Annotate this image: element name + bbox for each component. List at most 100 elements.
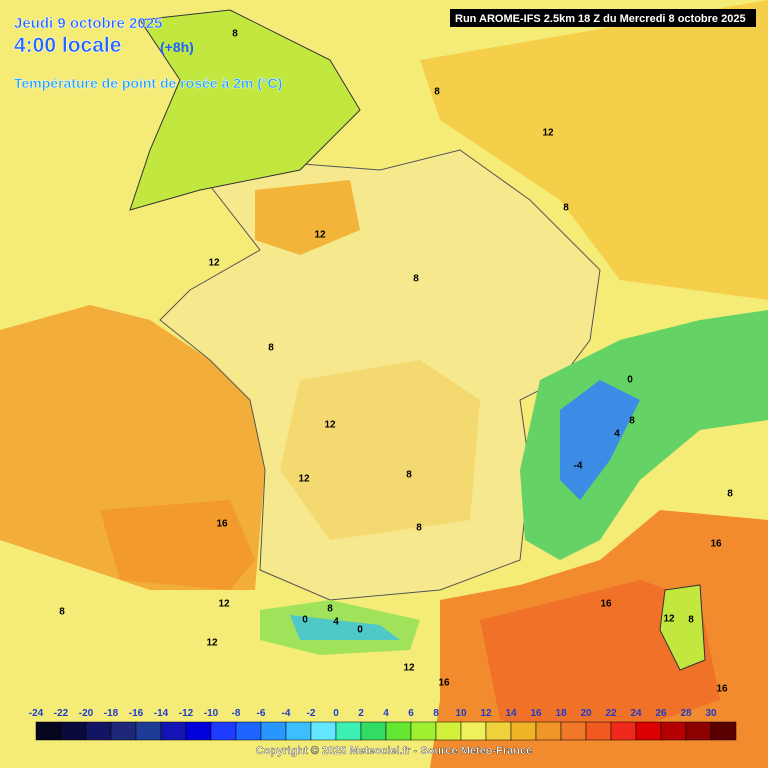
colorbar-swatch <box>85 721 112 741</box>
colorbar-swatch <box>335 721 362 741</box>
colorbar-tick: 24 <box>630 708 642 719</box>
atlantic-warmer <box>100 500 255 590</box>
contour-label: 8 <box>563 203 569 214</box>
contour-label: 16 <box>216 519 228 530</box>
colorbar-swatch <box>635 721 662 741</box>
contour-label: 8 <box>629 416 635 427</box>
contour-label: 12 <box>218 599 230 610</box>
contour-label: 12 <box>208 258 220 269</box>
contour-label: 0 <box>302 615 308 626</box>
contour-label: 0 <box>627 375 633 386</box>
france-center <box>280 360 480 540</box>
colorbar-tick: 20 <box>580 708 592 719</box>
colorbar-swatch <box>660 721 687 741</box>
colorbar-tick: 4 <box>383 708 389 719</box>
colorbar-tick: -12 <box>179 708 194 719</box>
colorbar-swatch <box>285 721 312 741</box>
colorbar-swatch <box>410 721 437 741</box>
contour-label: 8 <box>59 607 65 618</box>
colorbar-tick: -16 <box>129 708 144 719</box>
colorbar-swatch <box>110 721 137 741</box>
colorbar-tick: 2 <box>358 708 364 719</box>
colorbar-swatch <box>35 721 62 741</box>
contour-label: 16 <box>438 678 450 689</box>
colorbar-tick: 6 <box>408 708 414 719</box>
colorbar-tick: -18 <box>104 708 119 719</box>
colorbar-swatch <box>260 721 287 741</box>
contour-label: 8 <box>727 489 733 500</box>
alps <box>520 310 768 560</box>
copyright: Copyright © 2025 Meteociel.fr - Source M… <box>256 745 532 757</box>
contour-label: 12 <box>403 663 415 674</box>
contour-label: 8 <box>416 523 422 534</box>
contour-label: 16 <box>716 684 728 695</box>
contour-label: 12 <box>542 128 554 139</box>
contour-label: 8 <box>434 87 440 98</box>
mediterranean-hot <box>480 580 720 740</box>
colorbar-tick: 26 <box>655 708 667 719</box>
colorbar: -24 -22 -20 -18 -16 -14 -12 -10 -8 -6 -4 -2 0 2 4 6 8 10 1… <box>29 708 737 741</box>
colorbar-tick: 0 <box>333 708 339 719</box>
benelux <box>420 0 768 300</box>
colorbar-swatch <box>185 721 212 741</box>
colorbar-swatch <box>560 721 587 741</box>
colorbar-tick: 18 <box>555 708 567 719</box>
contour-label: 12 <box>206 638 218 649</box>
colorbar-swatch <box>235 721 262 741</box>
lead-time: (+8h) <box>160 39 194 55</box>
colorbar-tick: 12 <box>480 708 492 719</box>
contour-label: 4 <box>333 617 339 628</box>
contour-label: 8 <box>232 29 238 40</box>
alps-cold <box>560 380 640 500</box>
contour-label: 8 <box>406 470 412 481</box>
colorbar-tick: 28 <box>680 708 692 719</box>
colorbar-swatch <box>135 721 162 741</box>
contour-label: 16 <box>710 539 722 550</box>
colorbar-swatch <box>310 721 337 741</box>
colorbar-swatch <box>485 721 512 741</box>
colorbar-swatch <box>710 721 737 741</box>
contour-label: 12 <box>298 474 310 485</box>
parameter: Température de point de rosée à 2m (°C) <box>14 75 282 91</box>
colorbar-swatch <box>585 721 612 741</box>
colorbar-tick: 10 <box>455 708 467 719</box>
contour-label: 12 <box>324 420 336 431</box>
colorbar-tick: -14 <box>154 708 169 719</box>
colorbar-tick: -22 <box>54 708 69 719</box>
run-info: Run AROME-IFS 2.5km 18 Z du Mercredi 8 o… <box>455 13 746 25</box>
colorbar-swatch <box>535 721 562 741</box>
colorbar-tick: 14 <box>505 708 517 719</box>
colorbar-swatch <box>60 721 87 741</box>
channel-warm <box>255 180 360 255</box>
run-box <box>450 9 756 27</box>
colorbar-tick: -24 <box>29 708 44 719</box>
colorbar-swatch <box>385 721 412 741</box>
contour-label: 4 <box>614 429 620 440</box>
corsica <box>659 584 706 671</box>
contour-label: 8 <box>268 343 274 354</box>
england <box>129 9 361 211</box>
colorbar-swatch <box>210 721 237 741</box>
pyrenees-cold <box>290 615 400 640</box>
colorbar-swatch <box>160 721 187 741</box>
contour-label: 8 <box>688 615 694 626</box>
contour-label: 12 <box>663 614 675 625</box>
colorbar-swatch <box>510 721 537 741</box>
colorbar-swatch <box>360 721 387 741</box>
colorbar-tick: -10 <box>204 708 219 719</box>
contour-label: 12 <box>314 230 326 241</box>
contour-label: 16 <box>600 599 612 610</box>
colorbar-swatch <box>610 721 637 741</box>
contour-label: 8 <box>327 604 333 615</box>
colorbar-tick: 22 <box>605 708 617 719</box>
colorbar-tick: -8 <box>232 708 241 719</box>
contour-label: -4 <box>574 461 583 472</box>
contour-label: 0 <box>357 625 363 636</box>
colorbar-tick: -20 <box>79 708 94 719</box>
colorbar-tick: 16 <box>530 708 542 719</box>
colorbar-tick: 8 <box>433 708 439 719</box>
colorbar-tick: -2 <box>307 708 316 719</box>
colorbar-swatch <box>460 721 487 741</box>
